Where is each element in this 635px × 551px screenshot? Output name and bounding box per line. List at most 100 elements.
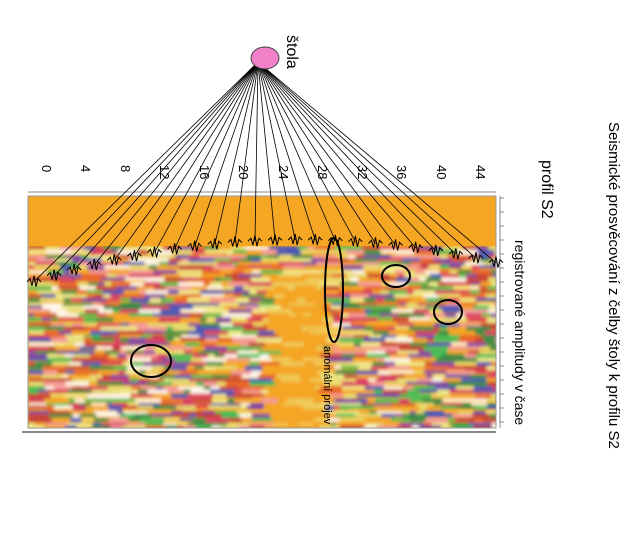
amplitude-cell [151, 357, 163, 362]
amplitude-cell [64, 353, 74, 358]
amplitude-cell [231, 246, 245, 251]
amplitude-cell [278, 261, 303, 266]
amplitude-cell [413, 309, 430, 315]
amplitude-cell [115, 286, 138, 291]
amplitude-cell [72, 405, 87, 411]
amplitude-cell [270, 413, 294, 417]
amplitude-cell [231, 277, 251, 282]
amplitude-cell [449, 265, 462, 269]
amplitude-cell [332, 425, 340, 428]
amplitude-cell [110, 330, 118, 335]
amplitude-cell [265, 294, 275, 299]
amplitude-cell [183, 425, 196, 428]
amplitude-cell [325, 297, 351, 303]
amplitude-cell [199, 254, 224, 260]
amplitude-cell [355, 353, 367, 358]
amplitude-cell [438, 297, 447, 303]
amplitude-cell [476, 361, 492, 367]
amplitude-cell [202, 357, 227, 363]
amplitude-cell [397, 305, 408, 309]
amplitude-cell [177, 277, 186, 283]
amplitude-cell [380, 342, 404, 347]
amplitude-cell [241, 294, 266, 297]
amplitude-cell [52, 361, 69, 368]
amplitude-cell [183, 350, 193, 356]
amplitude-cell [274, 286, 287, 290]
amplitude-cell [372, 290, 381, 296]
amplitude-cell [416, 334, 435, 340]
amplitude-cell [149, 254, 176, 260]
amplitude-cell [399, 346, 424, 353]
amplitude-cell [442, 317, 467, 323]
amplitude-cell [302, 405, 327, 410]
amplitude-cell [238, 386, 265, 391]
amplitude-cell [235, 265, 247, 269]
amplitude-cell [298, 246, 307, 250]
amplitude-cell [114, 337, 121, 344]
amplitude-cell [194, 365, 204, 370]
amplitude-cell [277, 398, 288, 403]
amplitude-cell [158, 317, 180, 323]
amplitude-cell [48, 357, 72, 363]
amplitude-cell [145, 425, 166, 428]
amplitude-cell [454, 417, 475, 423]
amplitude-cell [203, 246, 219, 250]
amplitude-cell [295, 286, 308, 290]
amplitude-cell [246, 265, 272, 268]
amplitude-cell [136, 326, 158, 332]
amplitude-cell [456, 386, 474, 390]
amplitude-cell [172, 413, 189, 417]
amplitude-cell [373, 389, 383, 395]
amplitude-cell [365, 422, 384, 427]
amplitude-cell [363, 249, 381, 256]
amplitude-cell [107, 313, 129, 319]
amplitude-cell [71, 258, 86, 264]
amplitude-cell [154, 286, 166, 292]
amplitude-cell [379, 313, 399, 317]
amplitude-cell [360, 342, 381, 348]
amplitude-cell [358, 277, 381, 282]
amplitude-cell [429, 309, 443, 313]
profile-tick-label: 20 [236, 165, 252, 180]
amplitude-cell [227, 422, 251, 428]
amplitude-cell [250, 357, 271, 362]
amplitude-cell [84, 342, 103, 346]
amplitude-cell [234, 398, 261, 403]
amplitude-cell [28, 317, 35, 322]
amplitude-cell [93, 417, 102, 422]
ray-line [154, 61, 259, 253]
amplitude-cell [347, 422, 366, 426]
amplitude-cell [458, 337, 475, 344]
amplitude-cell [50, 322, 65, 328]
amplitude-cell [183, 389, 191, 394]
anomaly-label: anomální projev [321, 346, 333, 425]
amplitude-cell [259, 305, 281, 310]
amplitude-cell [96, 378, 111, 383]
amplitude-cell [246, 317, 263, 322]
amplitude-cell [209, 370, 232, 374]
amplitude-cell [233, 249, 248, 253]
amplitude-cell [96, 317, 114, 322]
amplitude-cell [340, 281, 358, 287]
amplitude-cell [168, 370, 181, 374]
amplitude-cell [394, 294, 409, 298]
amplitude-cell [104, 350, 119, 356]
amplitude-cell [152, 273, 162, 278]
amplitude-cell [178, 386, 204, 391]
amplitude-cell [449, 330, 476, 335]
amplitude-cell [445, 281, 471, 286]
amplitude-cell [425, 270, 440, 275]
amplitude-cell [261, 370, 284, 377]
amplitude-cell [195, 425, 212, 428]
amplitude-cell [330, 378, 357, 383]
amplitude-cell [492, 386, 496, 390]
amplitude-cell [187, 297, 210, 302]
amplitude-cell [239, 413, 252, 418]
amplitude-cell [28, 350, 36, 356]
amplitude-cell [163, 378, 172, 384]
amplitude-cell [404, 265, 420, 270]
amplitude-cell [63, 270, 71, 274]
amplitude-cell [447, 326, 466, 331]
amplitude-cell [274, 297, 297, 302]
amplitude-cell [433, 286, 454, 292]
